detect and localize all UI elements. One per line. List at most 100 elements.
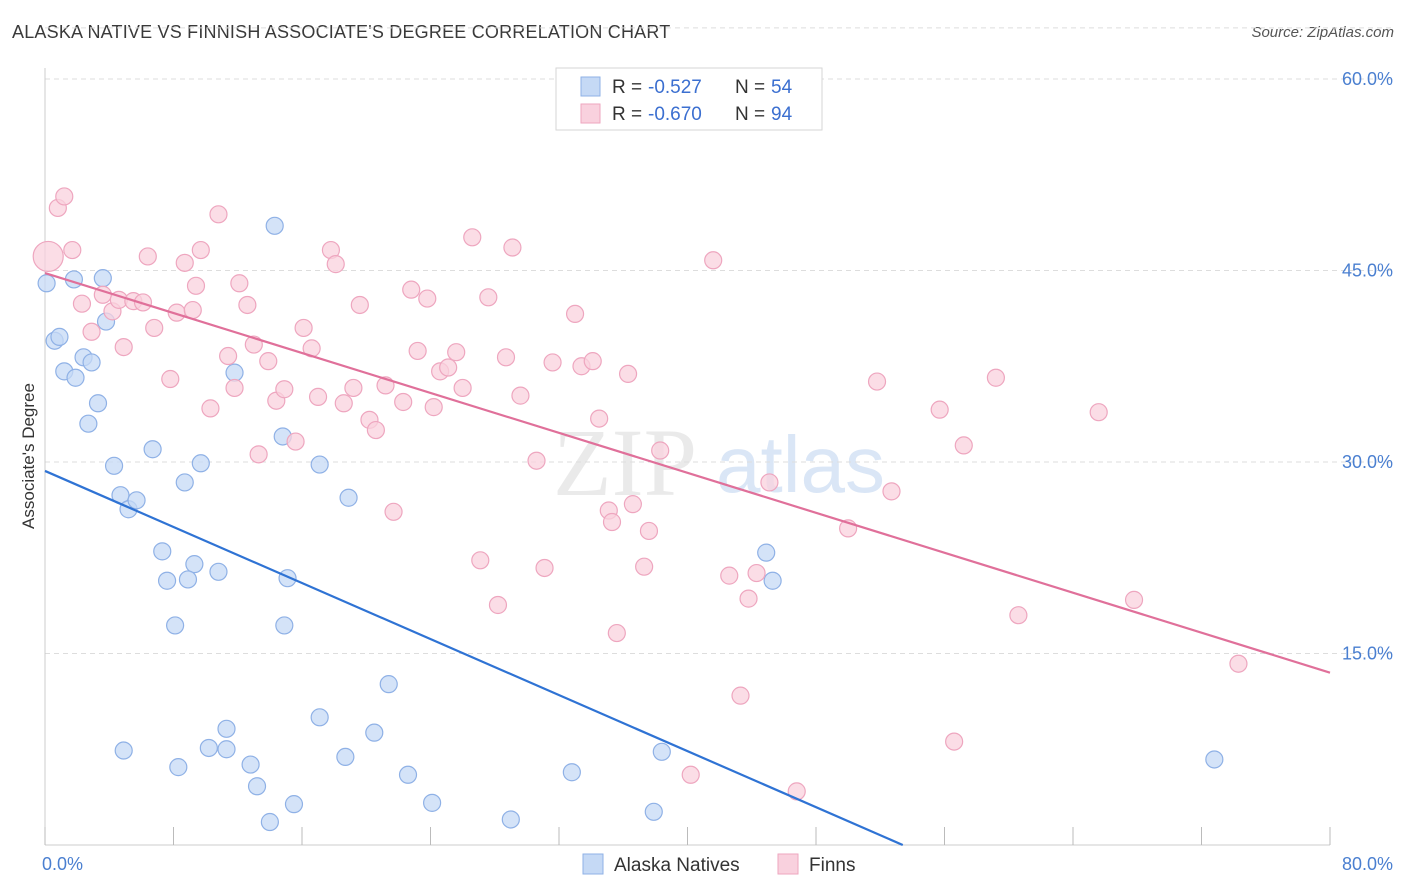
legend-bottom-swatch-blue bbox=[582, 853, 604, 875]
finn-point bbox=[1089, 403, 1108, 422]
alaska-native-point bbox=[652, 742, 671, 761]
alaska-native-point bbox=[241, 755, 260, 774]
finn-point bbox=[366, 420, 385, 440]
finn-point bbox=[230, 274, 249, 293]
finn-point bbox=[238, 295, 257, 315]
alaska-native-point bbox=[310, 708, 329, 727]
finn-point bbox=[308, 387, 328, 406]
finn-point bbox=[882, 482, 901, 501]
legend-n-label-1: N = bbox=[735, 77, 765, 98]
y-tick-label: 45.0% bbox=[1342, 261, 1393, 281]
series-alaska-natives bbox=[37, 216, 1224, 832]
alaska-native-point bbox=[169, 758, 188, 777]
y-axis-label: Associate's Degree bbox=[19, 383, 38, 529]
alaska-native-point bbox=[50, 327, 69, 346]
finn-point bbox=[114, 338, 133, 357]
finn-point bbox=[402, 280, 421, 299]
finn-point bbox=[623, 495, 642, 514]
legend-r-value-1: -0.527 bbox=[648, 77, 702, 98]
finn-point bbox=[334, 394, 353, 413]
finn-point bbox=[447, 343, 466, 362]
finn-point bbox=[259, 352, 278, 371]
finn-point bbox=[225, 378, 244, 398]
alaska-native-point bbox=[217, 740, 236, 759]
finn-point bbox=[503, 238, 522, 257]
finn-point bbox=[720, 566, 739, 585]
finn-point bbox=[760, 473, 779, 492]
finn-point bbox=[439, 358, 458, 377]
finn-point bbox=[651, 441, 670, 460]
alaska-native-point bbox=[310, 455, 329, 474]
series-finns bbox=[32, 187, 1248, 801]
watermark-atlas: atlas bbox=[716, 420, 885, 509]
finn-point bbox=[681, 765, 700, 784]
alaska-native-point bbox=[79, 414, 98, 433]
finn-point bbox=[463, 228, 482, 247]
finn-point bbox=[82, 322, 101, 341]
x-tick-label-max: 80.0% bbox=[1342, 854, 1393, 874]
finn-point bbox=[496, 348, 516, 367]
finn-point bbox=[607, 623, 626, 643]
alaska-native-point bbox=[82, 353, 101, 372]
trend-lines bbox=[44, 272, 1331, 847]
legend-top: R = -0.527 N = 54 R = -0.670 N = 94 bbox=[555, 67, 823, 131]
finn-point bbox=[294, 318, 313, 338]
chart-title: ALASKA NATIVE VS FINNISH ASSOCIATE'S DEG… bbox=[12, 22, 671, 42]
alaska-native-point bbox=[166, 616, 185, 635]
finn-point bbox=[326, 255, 345, 274]
finn-point bbox=[635, 557, 654, 576]
alaska-native-point bbox=[199, 738, 218, 758]
alaska-native-point bbox=[757, 543, 776, 562]
legend-bottom-swatch-pink bbox=[777, 853, 799, 875]
finn-point bbox=[639, 521, 659, 541]
x-ticks bbox=[44, 827, 1331, 845]
alaska-native-point bbox=[185, 555, 204, 574]
finn-point bbox=[55, 187, 74, 206]
finn-point bbox=[145, 318, 164, 338]
finn-point bbox=[583, 352, 602, 371]
alaska-native-point bbox=[217, 719, 236, 738]
finn-point bbox=[704, 251, 723, 270]
finn-point bbox=[344, 378, 363, 398]
legend-r-label-2: R = bbox=[612, 104, 642, 125]
finn-point bbox=[286, 432, 305, 451]
alaska-native-point bbox=[178, 570, 198, 589]
finn-point bbox=[954, 436, 973, 455]
finn-point bbox=[747, 563, 766, 583]
alaska-native-point bbox=[143, 440, 162, 459]
finn-point bbox=[394, 392, 413, 412]
finn-point bbox=[219, 346, 238, 366]
alaska-native-point bbox=[37, 274, 56, 293]
alaska-native-point bbox=[265, 216, 284, 235]
finn-point bbox=[138, 247, 157, 266]
finn-point bbox=[418, 289, 437, 308]
alaska-native-point bbox=[175, 473, 194, 492]
finn-point bbox=[527, 451, 546, 470]
finn-point bbox=[1009, 606, 1028, 625]
alaska-native-point bbox=[379, 675, 398, 694]
trend-line-alaska-natives bbox=[44, 469, 904, 847]
alaska-native-point bbox=[423, 793, 442, 812]
alaska-native-point bbox=[247, 777, 267, 796]
alaska-native-point bbox=[88, 394, 108, 413]
alaska-native-point bbox=[260, 812, 279, 832]
finn-point bbox=[471, 551, 490, 570]
alaska-native-point bbox=[562, 763, 581, 782]
finn-point bbox=[424, 398, 443, 417]
alaska-native-point bbox=[1205, 750, 1224, 769]
finn-point bbox=[867, 372, 887, 391]
finn-point bbox=[1124, 590, 1144, 609]
legend-bottom-label-alaska-natives: Alaska Natives bbox=[614, 855, 740, 876]
finn-point bbox=[186, 276, 206, 295]
finn-point bbox=[618, 364, 638, 384]
alaska-native-point bbox=[104, 456, 124, 475]
alaska-native-point bbox=[365, 723, 384, 742]
alaska-native-point bbox=[339, 488, 358, 507]
alaska-native-point bbox=[398, 765, 418, 784]
x-tick-label-min: 0.0% bbox=[42, 854, 83, 874]
finn-point bbox=[201, 399, 220, 418]
legend-swatch-pink bbox=[580, 103, 601, 124]
finn-point bbox=[1229, 654, 1248, 673]
alaska-native-point bbox=[336, 747, 355, 767]
